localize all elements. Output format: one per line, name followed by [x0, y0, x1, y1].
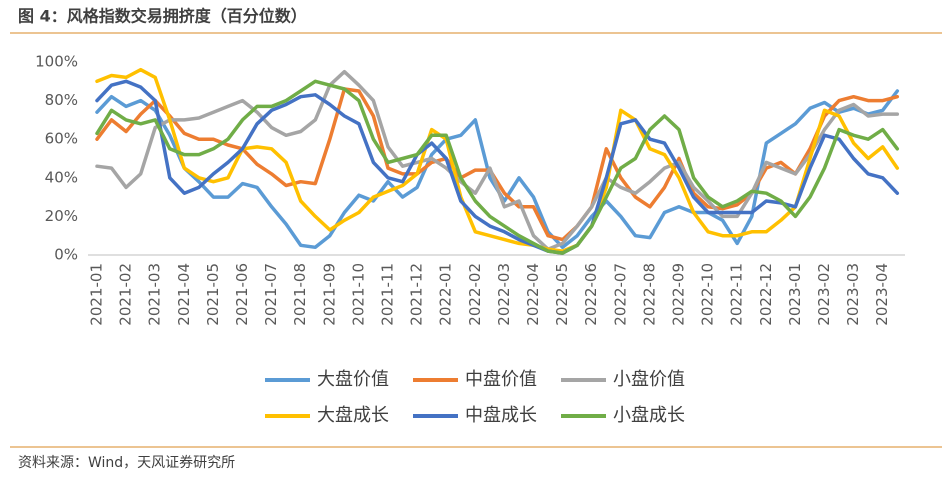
x-tick-label: 2022-12 — [757, 263, 775, 326]
x-tick-label: 2021-07 — [262, 263, 280, 326]
series-line — [95, 79, 900, 255]
x-tick-label: 2023-01 — [786, 263, 804, 326]
x-tick-label: 2021-12 — [408, 263, 426, 326]
x-tick-label: 2022-10 — [699, 263, 717, 326]
series-line — [95, 69, 900, 251]
legend-label: 大盘价值 — [317, 369, 389, 390]
series-line — [95, 79, 900, 255]
legend-label: 中盘价值 — [465, 369, 537, 390]
x-tick-label: 2022-06 — [582, 263, 600, 326]
legend-label: 小盘价值 — [613, 369, 685, 390]
series-line — [95, 67, 900, 253]
x-tick-label: 2022-11 — [728, 263, 746, 326]
x-tick-label: 2022-04 — [524, 263, 542, 326]
x-tick-label: 2022-05 — [553, 263, 571, 326]
x-tick-label: 2022-03 — [495, 263, 513, 326]
y-tick-label: 60% — [45, 130, 78, 148]
legend-label: 小盘成长 — [613, 405, 685, 426]
y-tick-label: 20% — [45, 207, 78, 225]
series-line — [95, 87, 900, 242]
x-tick-label: 2021-11 — [379, 263, 397, 326]
x-tick-label: 2023-02 — [815, 263, 833, 326]
x-tick-label: 2022-09 — [670, 263, 688, 326]
x-tick-label: 2021-08 — [291, 263, 309, 326]
x-tick-label: 2022-08 — [640, 263, 658, 326]
x-tick-label: 2021-03 — [146, 263, 164, 326]
x-tick-label: 2021-01 — [88, 263, 106, 326]
x-tick-label: 2021-06 — [233, 263, 251, 326]
y-tick-label: 40% — [45, 168, 78, 186]
x-tick-label: 2021-02 — [117, 263, 135, 326]
x-tick-label: 2021-10 — [349, 263, 367, 326]
x-tick-label: 2022-02 — [466, 263, 484, 326]
x-tick-label: 2023-04 — [873, 263, 891, 326]
legend-label: 大盘成长 — [317, 405, 389, 426]
legend-label: 中盘成长 — [465, 405, 537, 426]
x-tick-label: 2022-07 — [611, 263, 629, 326]
y-tick-label: 100% — [35, 53, 78, 71]
y-tick-label: 80% — [45, 91, 78, 109]
x-tick-label: 2021-05 — [204, 263, 222, 326]
source-note: 资料来源：Wind，天风证券研究所 — [18, 455, 235, 471]
x-tick-label: 2021-09 — [320, 263, 338, 326]
x-tick-label: 2023-03 — [844, 263, 862, 326]
x-tick-label: 2022-01 — [437, 263, 455, 326]
y-tick-label: 0% — [54, 246, 78, 264]
chart-title: 图 4：风格指数交易拥挤度（百分位数） — [18, 7, 307, 26]
x-tick-label: 2021-04 — [175, 263, 193, 326]
